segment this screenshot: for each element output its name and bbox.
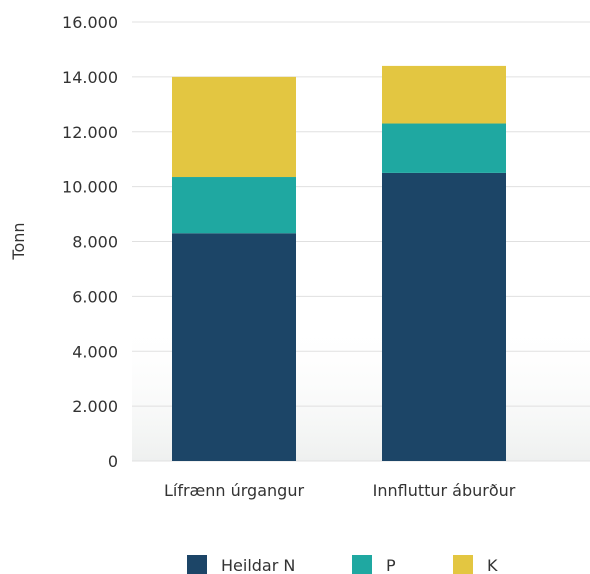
y-tick-label: 12.000: [62, 123, 118, 142]
y-tick-label: 10.000: [62, 178, 118, 197]
bar-segment: [172, 177, 296, 234]
legend: Heildar N P K: [187, 555, 498, 574]
legend-swatch: [352, 555, 372, 574]
legend-swatch: [187, 555, 207, 574]
bar-segment: [382, 65, 506, 124]
y-tick-label: 6.000: [72, 287, 118, 306]
bar-segment: [172, 76, 296, 178]
x-axis-categories: Lífrænn úrgangur Innfluttur áburður: [164, 481, 516, 500]
legend-swatch: [453, 555, 473, 574]
x-category-label: Innfluttur áburður: [373, 481, 516, 500]
legend-label: K: [487, 556, 498, 574]
y-tick-label: 16.000: [62, 13, 118, 32]
x-category-label: Lífrænn úrgangur: [164, 481, 304, 500]
y-tick-label: 8.000: [72, 233, 118, 252]
bar-segment: [382, 123, 506, 173]
y-tick-label: 4.000: [72, 342, 118, 361]
y-axis-title: Tonn: [9, 222, 28, 260]
legend-item: P: [352, 555, 396, 574]
legend-item: K: [453, 555, 498, 574]
y-axis-ticks: 0 2.000 4.000 6.000 8.000 10.000 12.000 14.000 1…: [62, 13, 118, 471]
bar-segment: [172, 233, 296, 461]
legend-label: Heildar N: [221, 556, 295, 574]
y-tick-label: 2.000: [72, 397, 118, 416]
bars: [172, 65, 506, 461]
legend-item: Heildar N: [187, 555, 295, 574]
bar-segment: [382, 172, 506, 461]
legend-label: P: [386, 556, 396, 574]
y-tick-label: 14.000: [62, 68, 118, 87]
y-tick-label: 0: [108, 452, 118, 471]
